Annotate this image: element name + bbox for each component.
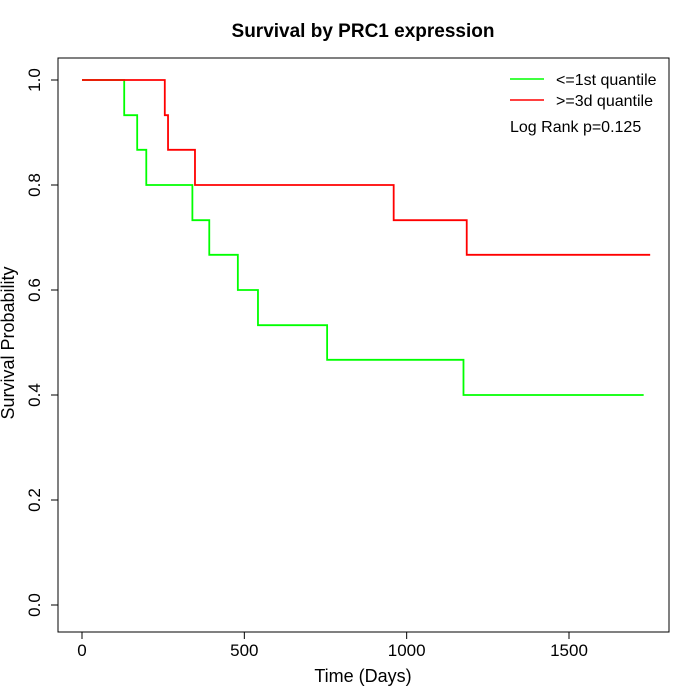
chart-title: Survival by PRC1 expression xyxy=(232,21,495,42)
legend: <=1st quantile >=3d quantile Log Rank p=… xyxy=(510,72,657,136)
legend-label-low: <=1st quantile xyxy=(556,72,657,89)
y-tick-label: 1.0 xyxy=(25,68,44,92)
y-axis-label: Survival Probability xyxy=(0,266,18,419)
series-layer xyxy=(82,79,651,396)
logrank-annotation: Log Rank p=0.125 xyxy=(510,119,641,136)
y-tick-label: 0.8 xyxy=(25,173,44,197)
y-tick-label: 0.2 xyxy=(25,488,44,512)
x-tick-label: 500 xyxy=(230,641,258,660)
series-line-low xyxy=(82,79,644,396)
x-tick-label: 1500 xyxy=(550,641,588,660)
y-tick-label: 0.4 xyxy=(25,383,44,407)
y-tick-label: 0.0 xyxy=(25,593,44,617)
x-tick-label: 1000 xyxy=(388,641,426,660)
x-tick-label: 0 xyxy=(77,641,86,660)
x-axis: 0 500 1000 1500 xyxy=(77,631,588,660)
y-tick-label: 0.6 xyxy=(25,278,44,302)
plot-frame xyxy=(57,57,670,633)
legend-label-high: >=3d quantile xyxy=(556,93,653,110)
series-line-high xyxy=(82,79,651,256)
y-axis: 0.0 0.2 0.4 0.6 0.8 1.0 xyxy=(25,68,59,617)
x-axis-label: Time (Days) xyxy=(314,666,411,686)
